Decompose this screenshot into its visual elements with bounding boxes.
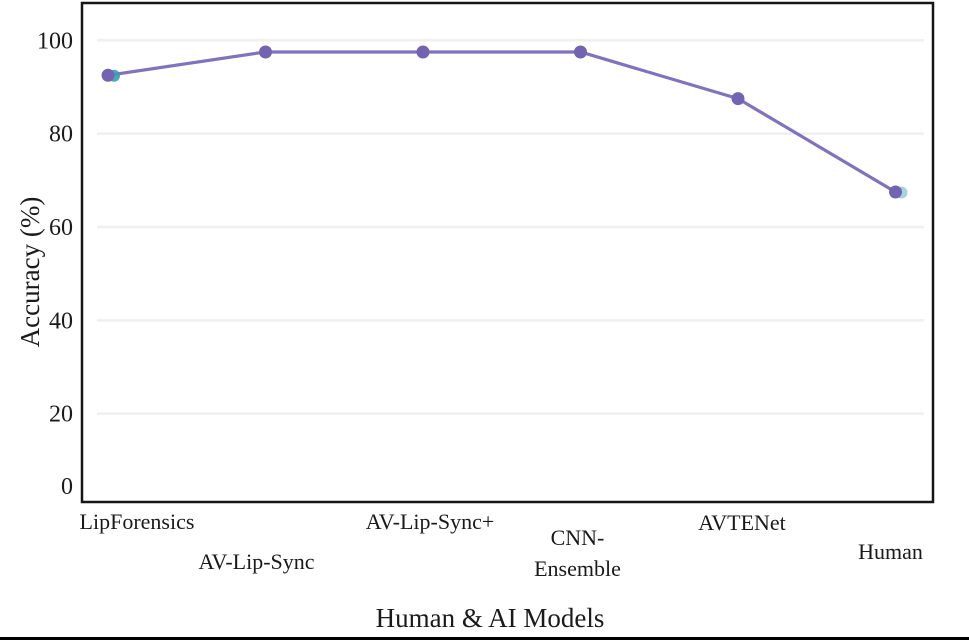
x-category-label: CNN- [551,525,605,550]
y-tick-label: 60 [49,215,73,241]
gridlines-group [97,39,924,415]
x-category-label: AV-Lip-Sync [198,549,314,574]
y-tick-label: 20 [49,402,73,428]
x-category-label: AV-Lip-Sync+ [366,509,495,534]
data-point-marker [574,45,587,59]
page-divider-line [0,637,969,640]
data-point-marker [259,45,272,59]
y-tick-label: 0 [61,474,73,500]
y-tick-label: 100 [37,28,73,54]
x-category-label: AVTENet [698,510,786,535]
y-tick-label: 40 [49,308,73,334]
x-category-label: Ensemble [534,556,621,581]
series-group [101,45,908,199]
accuracy-line [106,50,898,194]
y-tick-label: 80 [49,122,73,148]
data-point-marker [889,185,902,199]
x-category-label: Human [858,539,923,564]
plot-border [80,1,935,504]
x-category-label: LipForensics [80,509,195,534]
x-axis-title: Human & AI Models [376,603,605,633]
y-axis-tick-labels: 0 20 40 60 80 100 [37,28,73,500]
data-point-marker [416,45,430,59]
data-point-marker [731,92,745,106]
y-axis-title: Accuracy (%) [15,197,45,348]
data-point-marker [101,68,115,82]
